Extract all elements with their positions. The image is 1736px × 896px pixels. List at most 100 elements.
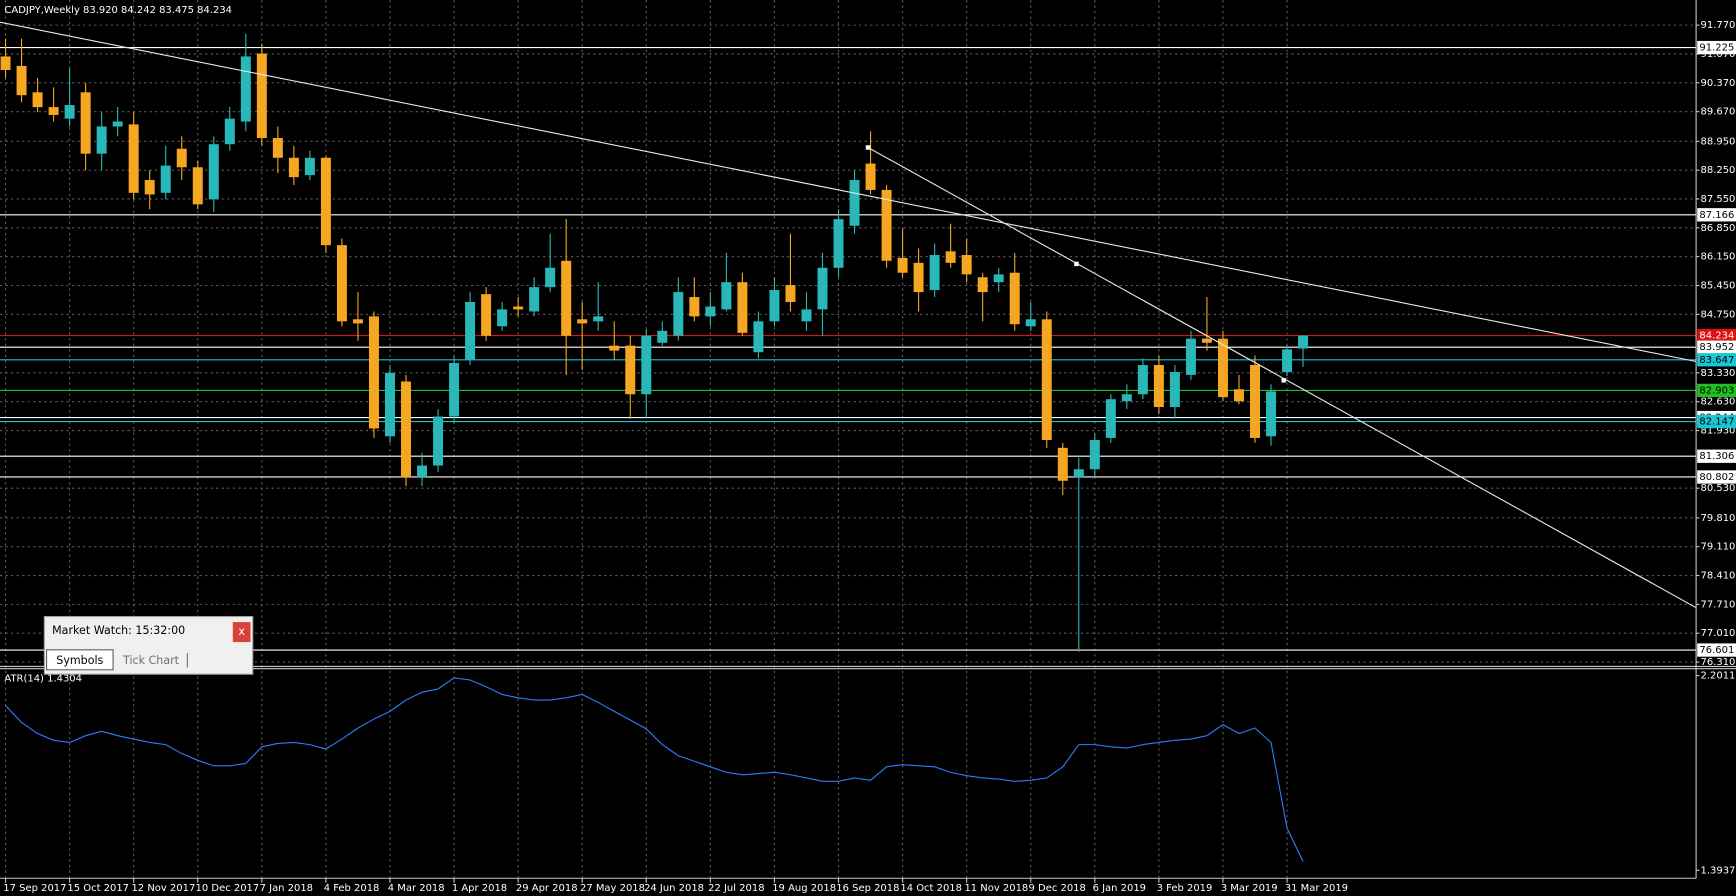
candle-body [977,277,988,293]
candle-body [481,294,492,336]
candle-body [737,282,748,333]
candle-body [561,260,572,336]
level-label: 83.647 [1699,355,1734,366]
candle-body [224,118,235,145]
chart-title: CADJPY,Weekly 83.920 84.242 83.475 84.23… [4,5,232,16]
level-label: 84.234 [1699,331,1734,342]
candle-body [385,372,395,437]
level-label-box [1697,643,1736,657]
trend-line [0,21,1697,363]
candle-body [352,319,363,324]
level-label: 81.306 [1699,451,1734,462]
y-tick-label: 88.250 [1701,165,1736,176]
level-label-box [1697,414,1736,429]
candle-body [929,255,940,291]
candle-body [1073,469,1084,478]
candle-body [128,124,139,193]
y-tick-label: 81.930 [1701,426,1736,437]
y-tick-label: 91.070 [1701,49,1736,60]
level-label-box [1697,40,1736,55]
candle-body [913,262,924,293]
trend-handle[interactable] [1281,378,1286,383]
candle-body [0,56,11,71]
x-tick-label: 1 Apr 2018 [452,883,507,894]
candle-body [1137,365,1148,395]
candle-body [529,287,540,312]
close-button-label[interactable]: x [238,625,245,638]
level-label-box [1697,470,1736,484]
y-tick-label: 78.410 [1701,571,1736,582]
candle-body [368,316,379,429]
candle-body [32,92,43,108]
indicator-line [5,677,1304,862]
candle-body [288,157,299,178]
candle-body [80,92,91,154]
candles [0,33,1309,652]
candle-body [208,144,219,200]
candle-body [593,316,604,322]
candle-body [865,163,876,190]
market-watch: Market Watch: 15:32:00 x Symbols Tick Ch… [43,616,254,675]
candle-body [1153,365,1164,408]
candle-body [16,65,27,96]
trend-handle[interactable] [865,145,871,150]
candle-body [417,465,428,478]
y-tick-label: 87.550 [1701,194,1736,205]
candle-body [801,309,812,322]
x-tick-label: 4 Feb 2018 [324,883,380,894]
candle-body [689,297,700,317]
trend-line [867,147,1697,609]
level-label: 91.225 [1699,43,1734,54]
candle-body [993,274,1004,283]
candle-body [609,345,620,351]
trend-handle[interactable] [1074,261,1079,267]
candle-body [625,345,636,395]
atr-panel: 2.2011 1.3937 [5,671,1736,876]
x-tick-label: 11 Nov 2018 [964,883,1028,894]
candle-body [272,138,283,158]
candle-body [641,335,652,395]
candle-body [144,180,155,195]
x-tick-label: 3 Mar 2019 [1221,883,1278,894]
y-tick-label: 91.770 [1701,20,1736,31]
candle-body [1057,447,1068,481]
candle-body [545,267,556,288]
y-tick-label: 84.750 [1701,309,1736,320]
level-label: 87.166 [1699,210,1734,221]
candle-body [320,157,331,246]
x-tick-label: 3 Feb 2019 [1157,883,1213,894]
candle-body [48,107,59,115]
indicator-label: ATR(14) 1.4304 [4,674,82,685]
y-tick-label: 2.2011 [1701,671,1736,682]
tab-label[interactable]: Symbols [56,654,103,667]
candle-body [336,245,347,322]
candle-body [176,148,187,168]
candle-body [64,105,75,119]
level-label-box [1697,340,1736,354]
candle-body [1169,372,1180,408]
tab-label[interactable]: Tick Chart [122,654,180,667]
candle-body [897,257,908,273]
x-tick-label: 24 Jun 2018 [644,883,704,894]
levels: 91.22587.16684.23483.95283.64782.90382.2… [0,40,1736,657]
level-label-box [1697,353,1736,367]
tab[interactable] [46,649,114,671]
candle-body [1201,338,1212,343]
candle-body [1121,394,1132,402]
candle-body [881,189,892,261]
candle-body [1233,389,1244,402]
close-button[interactable] [232,622,251,643]
y-tick-label: 89.670 [1701,107,1736,118]
level-label: 82.903 [1699,385,1734,396]
x-tick-label: 29 Apr 2018 [516,883,578,894]
candle-body [1009,272,1020,325]
x-tick-label: 14 Oct 2018 [900,883,962,894]
y-tick-label: 82.630 [1701,397,1736,408]
y-tick-label: 86.850 [1701,223,1736,234]
candle-body [1025,319,1036,327]
x-tick-label: 31 Mar 2019 [1285,883,1348,894]
candle-body [1298,335,1309,349]
candle-body [513,306,524,310]
